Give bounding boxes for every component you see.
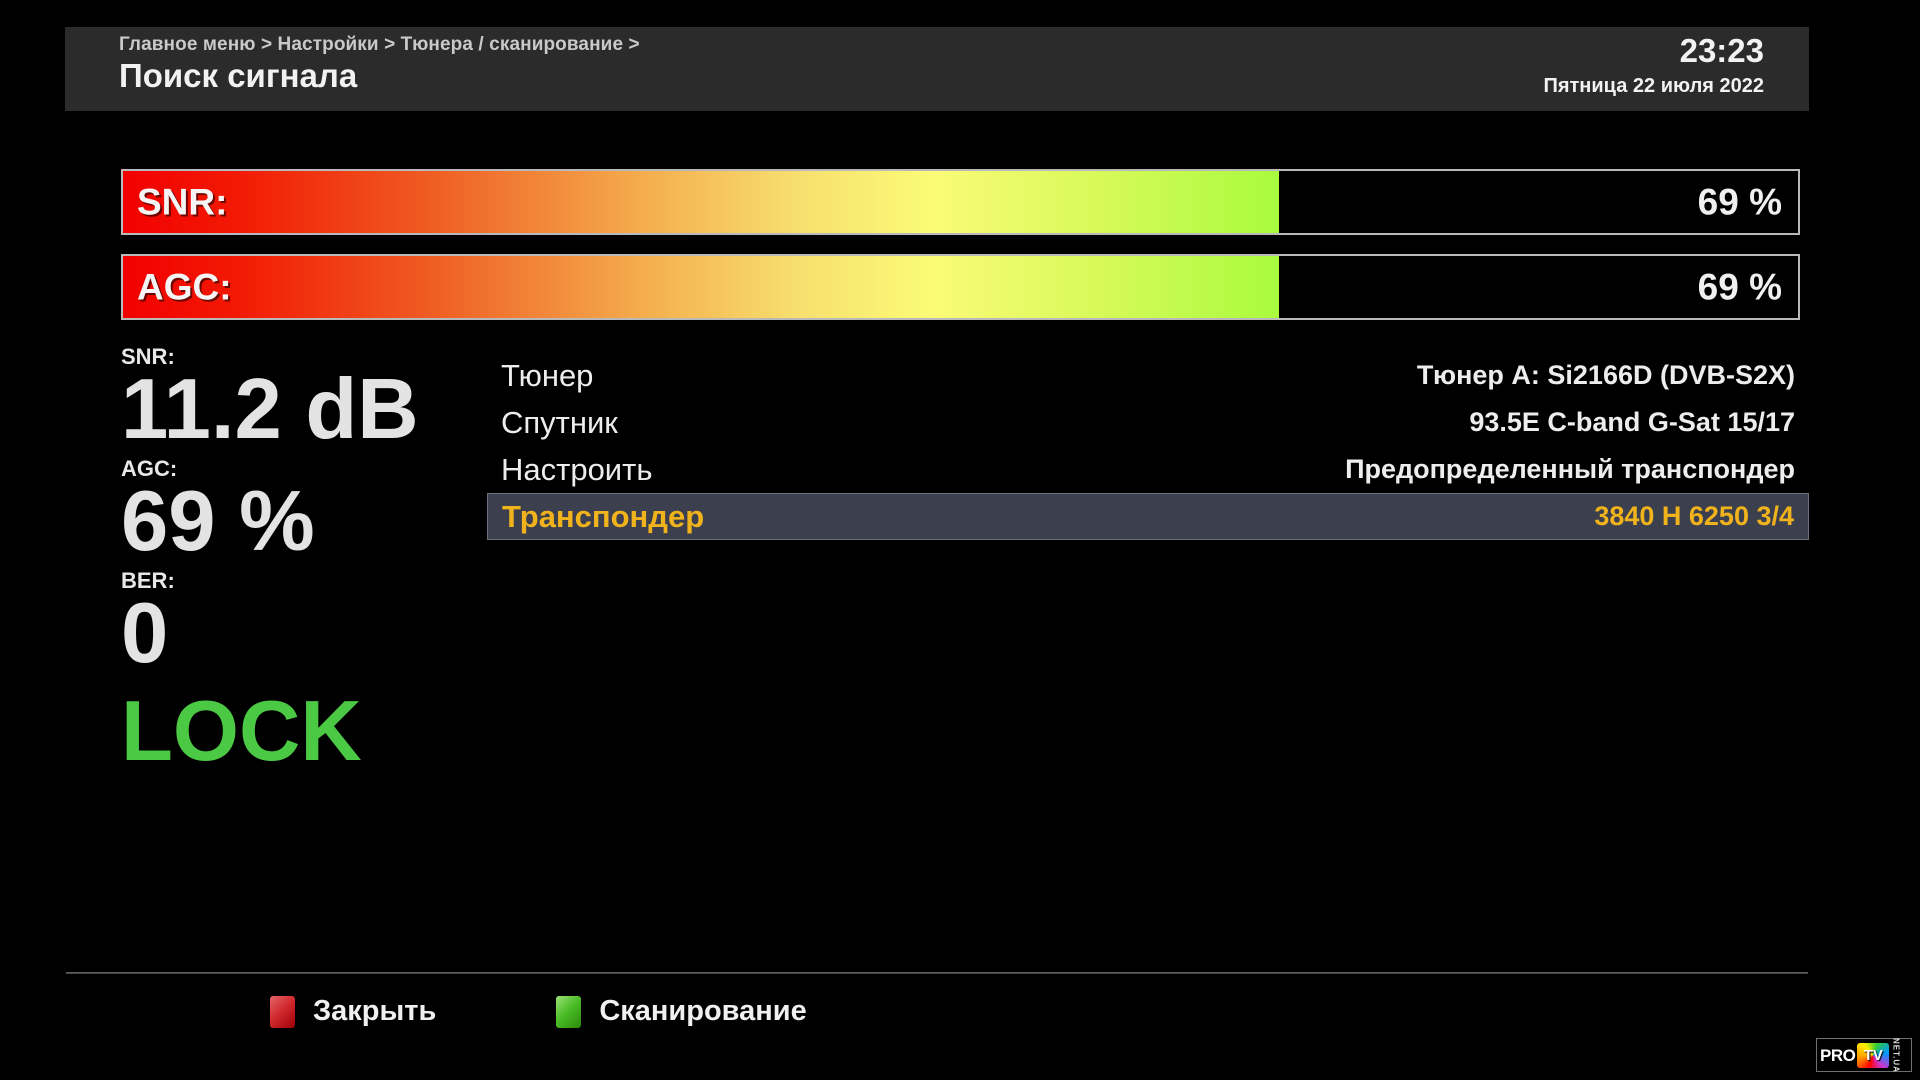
setting-value-tune-mode: Предопределенный транспондер xyxy=(1345,454,1795,484)
tuner-settings-list: Тюнер Тюнер A: Si2166D (DVB-S2X) Спутник… xyxy=(487,352,1809,540)
setting-row-transponder[interactable]: Транспондер 3840 H 6250 3/4 xyxy=(487,493,1809,540)
setting-row-tune-mode[interactable]: Настроить Предопределенный транспондер xyxy=(487,446,1809,493)
setting-value-tuner: Тюнер A: Si2166D (DVB-S2X) xyxy=(1416,360,1795,390)
agc-meter-fill xyxy=(123,256,1279,318)
lock-status: LOCK xyxy=(121,683,362,779)
scan-button-label: Сканирование xyxy=(599,995,807,1027)
agc-meter: AGC: 69 % xyxy=(121,254,1800,320)
ber-stat-label: BER: xyxy=(121,567,175,593)
green-key-icon xyxy=(556,995,582,1028)
page-title: Поиск сигнала xyxy=(119,57,358,94)
setting-row-satellite[interactable]: Спутник 93.5E C-band G-Sat 15/17 xyxy=(487,399,1809,446)
red-key-icon xyxy=(270,995,295,1028)
close-button-label: Закрыть xyxy=(313,995,437,1027)
footer-actions: Закрыть Сканирование xyxy=(270,995,927,1028)
footer-divider xyxy=(66,972,1808,974)
breadcrumb: Главное меню > Настройки > Тюнера / скан… xyxy=(119,34,640,55)
signal-statistics: SNR: 11.2 dB AGC: 69 % BER: 0 LOCK xyxy=(121,345,481,774)
ber-stat-value: 0 xyxy=(121,585,169,681)
snr-stat-label: SNR: xyxy=(121,344,175,369)
setting-row-tuner[interactable]: Тюнер Тюнер A: Si2166D (DVB-S2X) xyxy=(487,352,1809,399)
watermark-net-text: NET.UA xyxy=(1891,1037,1901,1073)
agc-stat-label: AGC: xyxy=(121,455,178,481)
clock-date: Пятница 22 июля 2022 xyxy=(1543,75,1764,97)
setting-label-tuner: Тюнер xyxy=(501,357,594,393)
snr-meter-value: 69 % xyxy=(1697,181,1782,223)
snr-meter-label: SNR: xyxy=(137,181,228,223)
setting-value-transponder: 3840 H 6250 3/4 xyxy=(1594,501,1794,531)
watermark-pro-text: PRO xyxy=(1820,1045,1856,1065)
scan-button[interactable]: Сканирование xyxy=(556,995,807,1028)
setting-value-satellite: 93.5E C-band G-Sat 15/17 xyxy=(1469,407,1795,437)
agc-stat-value: 69 % xyxy=(121,473,315,569)
agc-meter-label: AGC: xyxy=(137,266,232,308)
snr-stat-value: 11.2 dB xyxy=(121,362,419,458)
snr-meter: SNR: 69 % xyxy=(121,169,1800,235)
protv-watermark: PRO TV NET.UA xyxy=(1816,1038,1912,1072)
agc-meter-value: 69 % xyxy=(1697,266,1782,308)
setting-label-transponder: Транспондер xyxy=(502,498,705,534)
tv-screen-icon: TV xyxy=(1857,1042,1890,1068)
setting-label-tune-mode: Настроить xyxy=(501,451,653,487)
header-bar: Главное меню > Настройки > Тюнера / скан… xyxy=(65,27,1809,111)
snr-meter-fill xyxy=(123,171,1279,233)
watermark-tv-text: TV xyxy=(1863,1046,1883,1064)
setting-label-satellite: Спутник xyxy=(501,404,618,440)
close-button[interactable]: Закрыть xyxy=(270,995,436,1028)
clock-time: 23:23 xyxy=(1679,32,1764,69)
